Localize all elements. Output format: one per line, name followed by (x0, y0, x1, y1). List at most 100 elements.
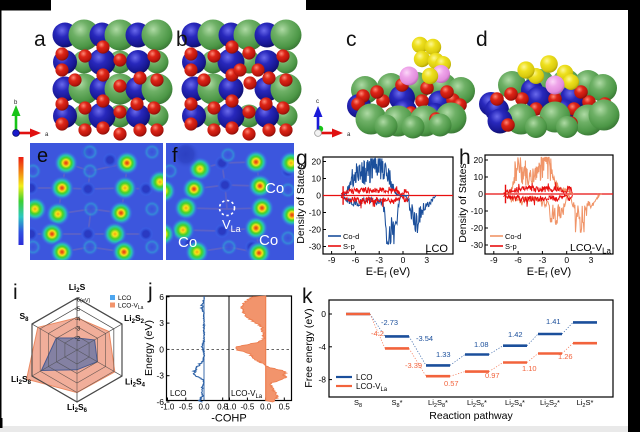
svg-text:3: 3 (159, 318, 164, 328)
svg-text:-3.54: -3.54 (416, 334, 433, 343)
svg-text:1.26: 1.26 (558, 352, 573, 361)
svg-text:Density of States: Density of States (295, 164, 307, 243)
svg-text:-30: -30 (471, 240, 484, 250)
svg-text:E-Ef (eV): E-Ef (eV) (527, 266, 571, 280)
svg-text:-1.0: -1.0 (223, 403, 237, 412)
svg-text:-30: -30 (309, 242, 322, 252)
svg-text:Li2S8: Li2S8 (11, 374, 32, 386)
svg-text:-4.2: -4.2 (371, 329, 384, 338)
svg-text:Co: Co (259, 232, 278, 249)
svg-text:Li2S6*: Li2S6* (467, 398, 487, 409)
svg-text:S8*: S8* (392, 398, 403, 409)
svg-text:Li2S8*: Li2S8* (428, 398, 448, 409)
svg-text:-3: -3 (156, 371, 164, 381)
svg-text:-10: -10 (471, 206, 484, 216)
svg-text:j: j (147, 280, 153, 303)
svg-text:1.08: 1.08 (474, 340, 489, 349)
svg-text:3: 3 (424, 255, 429, 265)
svg-text:-4: -4 (75, 317, 81, 323)
svg-text:3: 3 (589, 255, 594, 265)
svg-text:-6: -6 (514, 255, 522, 265)
svg-text:Li2S: Li2S (69, 282, 86, 294)
svg-text:-5: -5 (75, 307, 81, 313)
svg-text:(eV): (eV) (80, 298, 91, 304)
svg-text:S8: S8 (19, 311, 29, 323)
svg-text:-3: -3 (539, 255, 547, 265)
svg-text:Density of States: Density of States (457, 163, 469, 242)
svg-text:Co: Co (178, 234, 197, 251)
svg-text:-1.0: -1.0 (161, 403, 175, 412)
svg-text:a: a (45, 132, 49, 138)
svg-text:0.0: 0.0 (260, 403, 272, 412)
svg-text:-0.5: -0.5 (241, 403, 255, 412)
svg-text:20: 20 (474, 155, 484, 165)
svg-text:0: 0 (321, 309, 326, 319)
svg-text:LCO: LCO (425, 243, 448, 255)
svg-text:-6: -6 (156, 397, 164, 407)
svg-text:-3: -3 (375, 255, 383, 265)
svg-text:0.0: 0.0 (198, 403, 210, 412)
svg-text:-20: -20 (309, 225, 322, 235)
svg-text:i: i (13, 281, 18, 304)
svg-text:10: 10 (312, 174, 322, 184)
svg-text:6: 6 (159, 292, 164, 302)
svg-text:-8: -8 (318, 375, 326, 385)
svg-text:0: 0 (316, 191, 321, 201)
svg-text:1.41: 1.41 (546, 317, 561, 326)
svg-text:1.42: 1.42 (508, 330, 523, 339)
svg-text:-COHP: -COHP (211, 413, 246, 425)
svg-text:Co: Co (265, 180, 284, 197)
svg-text:k: k (302, 285, 313, 308)
svg-text:-3: -3 (75, 327, 81, 333)
svg-text:LCO: LCO (118, 295, 131, 302)
svg-text:Li2S4*: Li2S4* (505, 398, 525, 409)
svg-text:0.97: 0.97 (485, 371, 500, 380)
svg-text:LCO-VLa: LCO-VLa (231, 389, 263, 400)
svg-text:-0.5: -0.5 (179, 403, 193, 412)
svg-text:Reaction pathway: Reaction pathway (429, 410, 513, 422)
svg-text:-6: -6 (75, 298, 81, 304)
svg-text:c: c (346, 28, 357, 51)
svg-text:Free energy (eV): Free energy (eV) (303, 308, 315, 387)
svg-text:LCO-VLa: LCO-VLa (570, 242, 612, 256)
svg-text:h: h (459, 146, 471, 169)
svg-text:0.5: 0.5 (217, 403, 229, 412)
svg-text:-4: -4 (318, 342, 326, 352)
svg-text:Li2S4: Li2S4 (125, 377, 146, 389)
svg-text:LCO-VLa: LCO-VLa (118, 303, 144, 312)
svg-text:a: a (347, 132, 351, 138)
svg-text:S8: S8 (354, 398, 362, 409)
svg-text:f: f (172, 145, 178, 167)
svg-text:Li2S6: Li2S6 (67, 402, 88, 414)
svg-text:Co-d: Co-d (505, 232, 521, 241)
svg-text:S-p: S-p (505, 242, 517, 251)
svg-text:d: d (476, 28, 488, 51)
svg-text:Li2S2*: Li2S2* (540, 398, 560, 409)
svg-text:0: 0 (159, 344, 164, 354)
svg-text:-2.73: -2.73 (381, 318, 398, 327)
svg-text:S-p: S-p (343, 242, 355, 251)
svg-text:-9: -9 (490, 255, 498, 265)
svg-text:0: 0 (478, 189, 483, 199)
svg-text:-20: -20 (471, 223, 484, 233)
svg-text:10: 10 (474, 172, 484, 182)
svg-text:Energy (eV): Energy (eV) (143, 320, 155, 376)
svg-text:1.33: 1.33 (436, 350, 451, 359)
svg-text:1.10: 1.10 (522, 364, 537, 373)
svg-text:LCO: LCO (356, 373, 372, 382)
svg-text:-10: -10 (309, 208, 322, 218)
svg-text:LCO: LCO (170, 389, 186, 398)
svg-text:e: e (37, 145, 48, 167)
svg-text:0.5: 0.5 (279, 403, 291, 412)
svg-text:Co-d: Co-d (343, 232, 359, 241)
svg-text:g: g (296, 147, 308, 170)
svg-text:b: b (14, 100, 18, 106)
svg-text:0.57: 0.57 (444, 379, 459, 388)
svg-text:20: 20 (312, 157, 322, 167)
svg-text:c: c (316, 99, 319, 105)
svg-text:-9: -9 (328, 255, 336, 265)
svg-text:-6: -6 (352, 255, 360, 265)
svg-text:LCO-VLa: LCO-VLa (356, 382, 388, 393)
svg-text:Li2S2: Li2S2 (124, 313, 145, 325)
svg-text:-2: -2 (75, 336, 81, 342)
